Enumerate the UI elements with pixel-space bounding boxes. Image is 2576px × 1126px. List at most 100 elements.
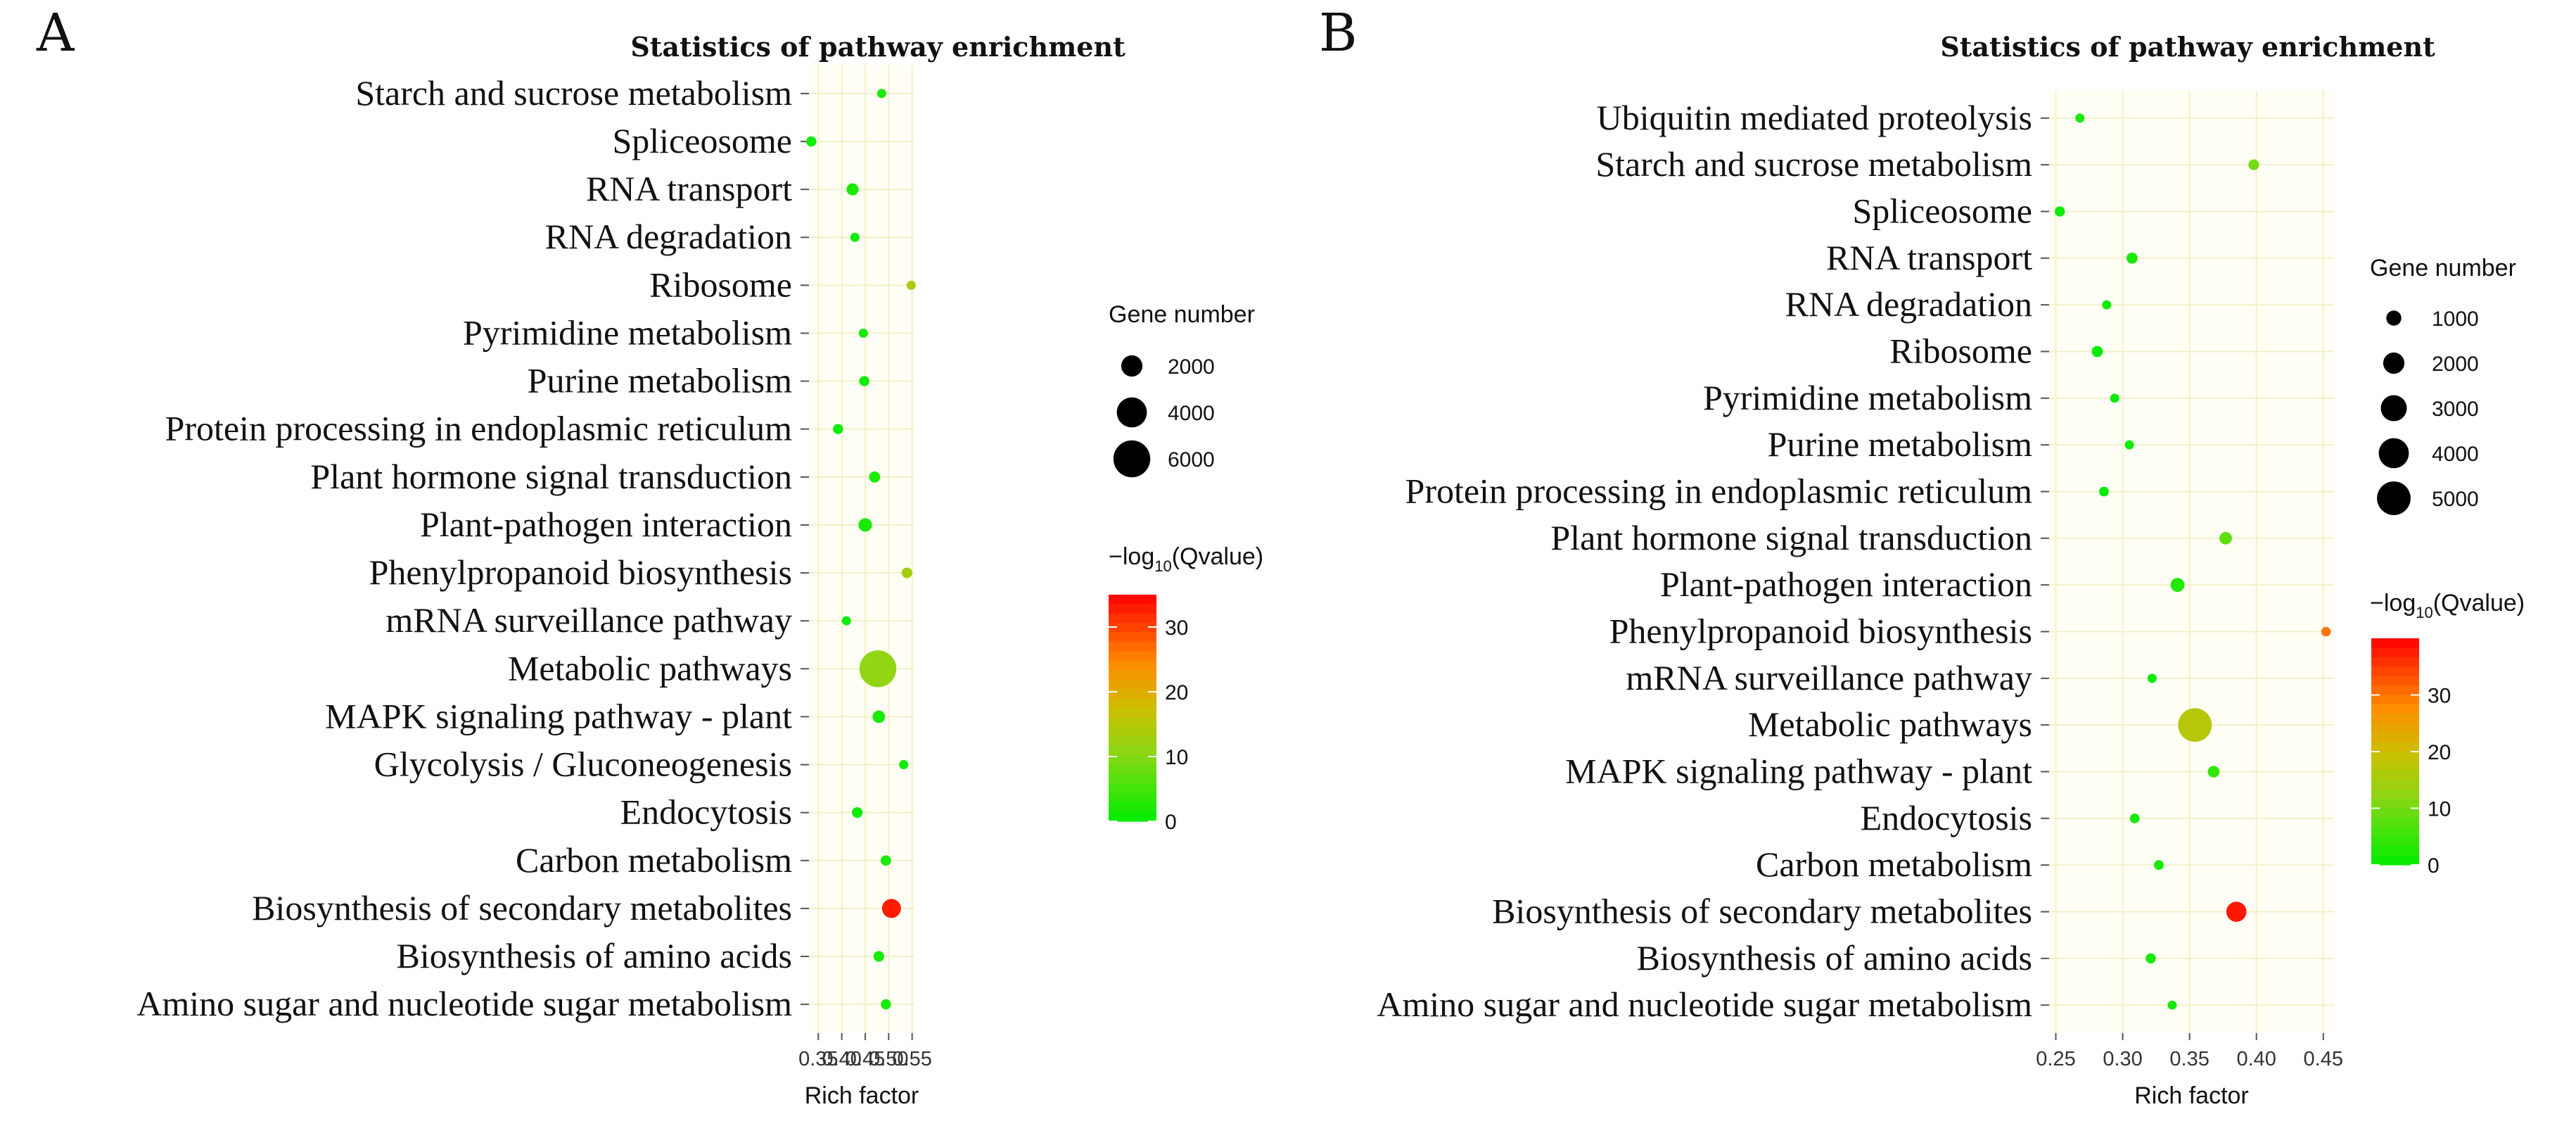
- category-label: mRNA surveillance pathway: [385, 600, 792, 640]
- chart-title: Statistics of pathway enrichment: [1940, 31, 2435, 63]
- data-point: [858, 328, 868, 338]
- color-bar-segment: [1109, 783, 1156, 794]
- color-bar-segment: [2371, 817, 2419, 828]
- color-bar-segment: [2371, 733, 2419, 743]
- size-legend-label: 5000: [2432, 488, 2479, 511]
- color-bar-segment: [2371, 846, 2419, 856]
- category-label: Spliceosome: [1852, 191, 2032, 230]
- x-tick-label: 0.55: [892, 1048, 931, 1070]
- category-label: MAPK signaling pathway - plant: [325, 696, 792, 735]
- color-bar-segment: [1109, 773, 1156, 784]
- color-bar-segment: [1109, 792, 1156, 803]
- size-legend-dot: [2386, 310, 2402, 326]
- category-label: Ribosome: [649, 265, 792, 304]
- color-bar-segment: [2371, 789, 2419, 799]
- category-label: Amino sugar and nucleotide sugar metabol…: [136, 984, 792, 1023]
- data-point: [833, 424, 843, 434]
- data-point: [806, 136, 817, 147]
- color-bar-segment: [1109, 698, 1156, 709]
- category-label: Metabolic pathways: [1748, 704, 2032, 744]
- category-label: Biosynthesis of secondary metabolites: [1492, 892, 2032, 931]
- category-label: Carbon metabolism: [516, 840, 792, 880]
- color-bar-segment: [2371, 676, 2419, 686]
- data-point: [2248, 159, 2259, 170]
- x-tick-label: 0.40: [2236, 1048, 2276, 1070]
- data-point: [2147, 673, 2157, 683]
- panel-a-letter: A: [36, 3, 75, 63]
- data-point: [852, 807, 863, 818]
- category-label: Protein processing in endoplasmic reticu…: [1405, 471, 2033, 510]
- panel-b-chart: 0.25 0.30 0.35 0.40 0.45 Ubiquitin mediated p…: [1377, 31, 2525, 1109]
- size-legend-label: 4000: [2432, 443, 2479, 466]
- category-label: Phenylpropanoid biosynthesis: [1609, 612, 2032, 651]
- data-point: [2055, 206, 2065, 217]
- category-label: Ubiquitin mediated proteolysis: [1597, 98, 2032, 137]
- color-bar-segment: [2371, 752, 2419, 761]
- data-point: [859, 376, 869, 386]
- color-bar-segment: [2371, 808, 2419, 818]
- x-tick-label: 0.35: [798, 1048, 838, 1070]
- x-tick-label: 0.50: [869, 1048, 908, 1070]
- x-tick-label: 0.40: [822, 1048, 861, 1070]
- data-point: [2226, 902, 2247, 922]
- size-legend-dot: [1116, 397, 1147, 428]
- color-bar-segment: [2371, 799, 2419, 809]
- x-tick-label: 0.45: [846, 1048, 885, 1070]
- color-bar-segment: [2371, 770, 2419, 780]
- color-bar-segment: [1109, 651, 1156, 662]
- color-legend-title: −log10(Qvalue): [2370, 590, 2525, 621]
- data-point: [2178, 708, 2212, 742]
- data-point: [2126, 252, 2138, 264]
- color-bar-segment: [1109, 623, 1156, 633]
- category-label: Plant hormone signal transduction: [1550, 518, 2032, 557]
- x-tick-label: 0.30: [2103, 1048, 2142, 1070]
- data-point: [2154, 860, 2164, 871]
- category-label: RNA transport: [586, 169, 792, 208]
- color-bar-segment: [2371, 666, 2419, 677]
- size-legend-dot: [2383, 352, 2405, 374]
- category-label: Glycolysis / Gluconeogenesis: [374, 745, 792, 784]
- color-bar-label: 0: [1165, 811, 1177, 834]
- color-bar-segment: [1109, 811, 1156, 822]
- data-point: [2099, 486, 2109, 497]
- color-bar-segment: [2371, 855, 2419, 866]
- category-label: Phenylpropanoid biosynthesis: [369, 552, 792, 592]
- category-label: Purine metabolism: [1768, 424, 2032, 464]
- category-label: Carbon metabolism: [1756, 844, 2032, 884]
- color-bar-label: 30: [1165, 616, 1188, 640]
- color-bar-segment: [1109, 642, 1156, 652]
- color-bar-segment: [2371, 695, 2419, 705]
- category-label: Biosynthesis of amino acids: [1637, 938, 2032, 978]
- data-point: [876, 89, 886, 99]
- data-point: [869, 471, 881, 483]
- color-bar-label: 20: [2428, 741, 2451, 764]
- color-bar-segment: [1109, 660, 1156, 671]
- color-bar-segment: [2371, 742, 2419, 752]
- color-bar-segment: [2371, 827, 2419, 837]
- category-label: Metabolic pathways: [508, 648, 792, 688]
- data-point: [2145, 953, 2156, 964]
- data-point: [846, 183, 859, 196]
- size-legend-dot: [1121, 355, 1143, 377]
- color-bar-label: 10: [2428, 798, 2451, 821]
- color-bar-segment: [1109, 670, 1156, 681]
- color-bar-segment: [1109, 679, 1156, 690]
- color-bar-segment: [1109, 745, 1156, 756]
- x-axis-title: Rich factor: [2134, 1082, 2249, 1109]
- category-label: Starch and sucrose metabolism: [355, 73, 792, 113]
- category-label: RNA degradation: [545, 217, 792, 256]
- color-bar-segment: [2371, 723, 2419, 733]
- x-tick-label: 0.35: [2169, 1048, 2209, 1070]
- color-bar-segment: [2371, 836, 2419, 847]
- data-point: [899, 760, 909, 770]
- data-point: [901, 567, 912, 578]
- color-bar-segment: [2371, 647, 2419, 658]
- size-legend-dot: [2378, 438, 2409, 469]
- size-legend-label: 1000: [2432, 308, 2479, 331]
- data-point: [881, 999, 891, 1010]
- size-legend-title: Gene number: [1109, 301, 1255, 328]
- data-point: [2129, 813, 2140, 823]
- size-legend-label: 6000: [1168, 448, 1215, 472]
- x-tick-label: 0.45: [2304, 1048, 2343, 1070]
- color-bar-segment: [1109, 613, 1156, 624]
